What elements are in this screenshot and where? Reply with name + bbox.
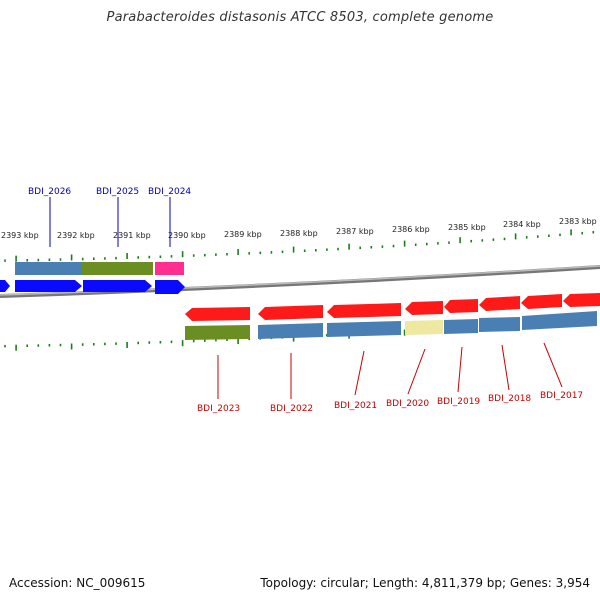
cog-bar-bdi-2023[interactable] xyxy=(185,325,250,340)
cds-arrow-bdi-2018[interactable] xyxy=(479,296,520,311)
leader-line-bdi-2021 xyxy=(354,350,365,396)
cog-bar-bdi-2026[interactable] xyxy=(15,262,82,275)
scale-label: 2390 kbp xyxy=(168,231,206,240)
genome-backbone xyxy=(0,265,600,298)
gene-label-bdi-2022[interactable]: BDI_2022 xyxy=(270,404,313,414)
cog-bar-bdi-2021[interactable] xyxy=(327,321,401,337)
scale-ticks-outer xyxy=(4,229,595,262)
gene-label-bdi-2017[interactable]: BDI_2017 xyxy=(540,391,583,401)
cds-arrow-bdi-2020[interactable] xyxy=(405,301,443,315)
cog-bar-bdi-2020[interactable] xyxy=(405,320,443,335)
scale-label: 2383 kbp xyxy=(559,217,597,226)
cds-arrow-bdi-2022[interactable] xyxy=(258,305,323,320)
cds-arrow-bdi-2024[interactable] xyxy=(155,280,185,294)
leader-line-bdi-2019 xyxy=(457,346,463,393)
gene-label-bdi-2018[interactable]: BDI_2018 xyxy=(488,394,531,404)
cds-arrow-bdi-2026[interactable] xyxy=(15,280,82,292)
leader-line-bdi-2018 xyxy=(501,344,510,391)
cds-arrow-bdi-2019[interactable] xyxy=(444,299,478,313)
genome-backbone-highlight xyxy=(0,265,600,296)
scale-label: 2393 kbp xyxy=(1,231,39,240)
genome-summary-text: Topology: circular; Length: 4,811,379 bp… xyxy=(260,576,590,590)
cog-bar-bdi-2022[interactable] xyxy=(258,323,323,339)
cog-bar-bdi-2019[interactable] xyxy=(444,319,478,334)
cds-arrow-partial[interactable] xyxy=(0,280,10,292)
cds-arrow-partial-end[interactable] xyxy=(563,293,600,307)
scale-label: 2384 kbp xyxy=(503,220,541,229)
cds-arrow-bdi-2025[interactable] xyxy=(83,280,152,292)
gene-label-bdi-2021[interactable]: BDI_2021 xyxy=(334,401,377,411)
gene-label-bdi-2020[interactable]: BDI_2020 xyxy=(386,399,429,409)
cds-arrow-bdi-2021[interactable] xyxy=(327,303,401,318)
cds-arrow-bdi-2023[interactable] xyxy=(185,307,250,321)
scale-label: 2387 kbp xyxy=(336,227,374,236)
scale-label: 2391 kbp xyxy=(113,231,151,240)
scale-label: 2386 kbp xyxy=(392,225,430,234)
gene-label-bdi-2023[interactable]: BDI_2023 xyxy=(197,404,240,414)
cds-arrow-bdi-2017[interactable] xyxy=(521,294,562,309)
leader-line-bdi-2017 xyxy=(543,342,563,388)
map-title: Parabacteroides distasonis ATCC 8503, co… xyxy=(106,10,494,25)
gene-label-bdi-2019[interactable]: BDI_2019 xyxy=(437,397,480,407)
cog-bar-bdi-2017[interactable] xyxy=(522,311,597,330)
scale-label: 2392 kbp xyxy=(57,231,95,240)
cog-bar-bdi-2024[interactable] xyxy=(155,262,184,275)
cog-bar-bdi-2025[interactable] xyxy=(82,262,153,275)
gene-label-bdi-2025[interactable]: BDI_2025 xyxy=(96,187,139,197)
scale-label: 2388 kbp xyxy=(280,229,318,238)
accession-text: Accession: NC_009615 xyxy=(9,576,146,590)
scale-labels: 2393 kbp 2392 kbp 2391 kbp 2390 kbp 2389 kbp… xyxy=(1,217,597,240)
cog-bar-bdi-2018[interactable] xyxy=(479,317,520,332)
gene-label-bdi-2026[interactable]: BDI_2026 xyxy=(28,187,71,197)
scale-label: 2389 kbp xyxy=(224,230,262,239)
gene-label-bdi-2024[interactable]: BDI_2024 xyxy=(148,187,191,197)
leader-line-bdi-2020 xyxy=(407,348,426,395)
scale-label: 2385 kbp xyxy=(448,223,486,232)
